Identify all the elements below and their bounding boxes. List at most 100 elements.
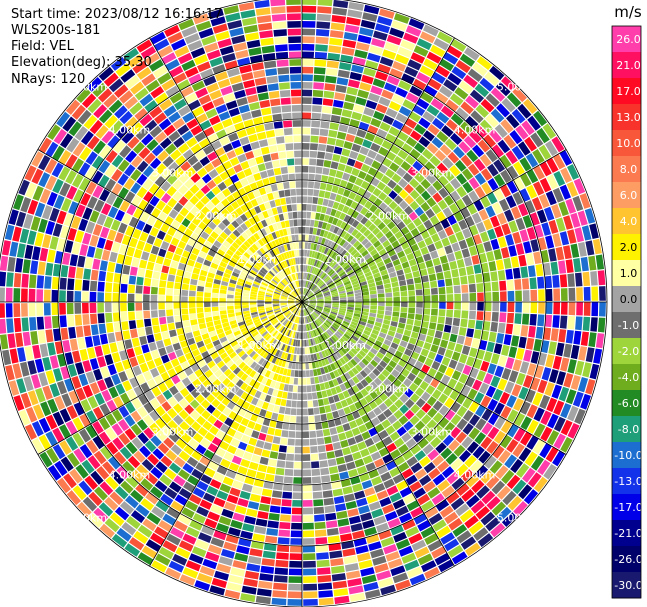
velocity-gate [339,304,347,307]
velocity-gate [436,382,447,393]
velocity-gate [393,137,405,149]
velocity-gate [473,329,482,340]
velocity-gate [423,462,436,474]
velocity-gate [477,302,484,311]
velocity-gate [426,396,437,407]
velocity-gate [406,278,414,285]
velocity-gate [410,444,422,455]
velocity-gate [536,127,550,144]
velocity-gate [331,273,338,280]
velocity-gate [337,69,350,79]
velocity-gate [521,120,535,136]
velocity-gate [506,279,514,291]
velocity-gate [328,250,335,258]
velocity-gate [355,298,362,302]
velocity-gate [513,176,525,191]
velocity-gate [476,349,485,360]
velocity-gate [306,204,312,211]
velocity-gate [461,345,471,356]
velocity-gate [322,98,334,107]
velocity-gate [396,426,407,437]
velocity-gate [552,355,562,370]
velocity-gate [393,296,400,302]
velocity-gate [336,267,343,274]
velocity-gate [397,322,406,329]
velocity-gate [406,222,416,231]
velocity-gate [476,485,490,499]
velocity-gate [459,53,476,67]
velocity-gate [409,200,420,211]
velocity-gate [458,373,469,384]
velocity-gate [420,348,430,357]
velocity-gate [386,442,397,453]
velocity-gate [540,340,550,354]
velocity-gate [354,289,362,294]
velocity-gate [434,91,449,104]
velocity-gate [579,193,591,209]
velocity-gate [544,206,555,221]
velocity-gate [307,273,311,281]
velocity-gate [401,296,408,302]
velocity-gate [451,551,468,565]
velocity-gate [500,184,512,198]
velocity-gate [414,319,422,327]
velocity-gate [308,293,314,298]
velocity-gate [442,434,455,447]
velocity-gate [458,141,471,154]
velocity-gate [487,398,498,412]
velocity-gate [306,307,311,314]
velocity-gate [461,293,469,302]
velocity-gate [322,255,328,263]
velocity-gate [481,490,496,505]
velocity-gate [378,402,388,412]
velocity-gate [377,310,385,315]
velocity-gate [312,197,319,204]
velocity-gate [461,248,471,258]
velocity-gate [533,339,542,352]
velocity-gate [444,538,460,552]
velocity-gate [406,456,418,467]
velocity-gate [480,231,490,243]
velocity-gate [394,455,406,466]
velocity-gate [455,463,469,477]
velocity-gate [339,337,347,345]
velocity-gate [363,329,371,336]
velocity-gate [325,68,338,76]
velocity-gate [431,308,438,316]
velocity-gate [456,258,465,269]
velocity-gate [441,125,454,138]
velocity-gate [373,240,381,248]
velocity-gate [302,74,313,82]
velocity-gate [570,344,580,360]
velocity-gate [328,129,338,138]
velocity-gate [343,333,351,340]
velocity-gate [595,333,605,349]
velocity-gate [432,400,443,412]
velocity-gate [346,235,354,243]
velocity-gate [369,290,377,295]
velocity-gate [355,302,362,305]
velocity-gate [333,0,349,9]
velocity-gate [430,250,439,259]
velocity-gate [326,60,339,69]
velocity-gate [394,437,405,448]
velocity-gate [327,281,334,287]
velocity-gate [373,377,383,386]
velocity-gate [309,300,317,302]
velocity-gate [306,273,310,280]
velocity-gate [323,309,330,313]
velocity-gate [385,334,394,342]
velocity-gate [345,133,356,143]
velocity-gate [328,45,342,54]
velocity-gate [319,282,325,288]
velocity-gate [415,256,424,264]
velocity-gate [423,288,431,296]
velocity-gate [364,326,373,333]
velocity-gate [305,265,308,272]
velocity-gate [447,151,460,164]
velocity-gate [344,24,360,34]
velocity-gate [302,196,308,203]
velocity-gate [343,101,355,111]
velocity-gate [316,307,323,311]
velocity-gate [468,310,476,320]
